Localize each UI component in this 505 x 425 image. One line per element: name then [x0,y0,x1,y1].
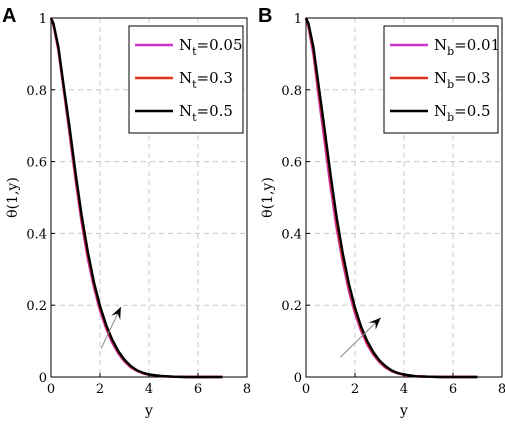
panel-a-arrow-shaft [100,306,122,349]
panel-a-x-tick-label: 0 [47,382,55,397]
panel-a-arrow-head [111,306,121,320]
panel-a-legend: Nt=0.05 Nt=0.3 Nt=0.5 [128,25,244,134]
panel-b-y-tick-label: 0.4 [281,227,302,242]
panel-b-y-tick-label: 0.8 [281,84,302,99]
panel-b-y-axis-label: θ(1,y) [260,177,276,218]
panel-b-y-tick-label: 0 [294,371,302,386]
panel-b-x-tick-label: 2 [351,382,359,397]
panel-b-y-tick-label: 1 [294,12,302,27]
panel-b-legend-label-3: Nb=0.5 [434,102,491,124]
panel-label-a: A [2,5,16,27]
panel-a-y-tick-label: 0.6 [26,156,47,171]
panel-b-legend-label-2: Nb=0.3 [434,69,491,91]
panel-b-arrow-head [368,317,381,330]
panel-b-legend: Nb=0.01 Nb=0.3 Nb=0.5 [383,25,500,134]
panel-a-annotation-arrow [100,306,122,349]
panel-a: A 0 2 4 6 800.20.40.60.81 y θ(1,y) Nt=0.05Nt… [2,5,251,419]
panel-b-x-tick-label: 0 [302,382,310,397]
panel-a-y-tick-label: 0.4 [26,227,47,242]
panel-b-x-tick-label: 4 [400,382,408,397]
panel-b: B 0 2 4 6 800.20.40.60.81 y θ(1,y) Nb=0.01Nb… [258,5,505,419]
panel-a-legend-label-2: Nt=0.3 [179,69,233,91]
panel-a-y-axis-label: θ(1,y) [5,177,21,218]
panel-b-x-tick-label: 8 [498,382,505,397]
panel-label-b: B [258,5,272,27]
panel-b-y-tick-label: 0.6 [281,156,302,171]
panel-a-ticks: 0 2 4 6 8 0 0.2 0.4 0.6 0.8 1 [26,12,251,397]
panel-a-y-tick-label: 0.8 [26,84,47,99]
panel-a-x-axis-label: y [144,403,153,419]
panel-a-y-tick-label: 0.2 [26,299,47,314]
panel-a-x-tick-label: 4 [145,382,153,397]
panel-b-ticks: 0 2 4 6 8 0 0.2 0.4 0.6 0.8 1 [281,12,505,397]
panel-a-legend-label-3: Nt=0.5 [179,102,233,124]
panel-b-y-tick-label: 0.2 [281,299,302,314]
panel-b-x-axis-label: y [399,403,408,419]
panel-a-x-tick-label: 6 [194,382,202,397]
panel-b-legend-label-1: Nb=0.01 [434,36,500,58]
panel-a-y-tick-label: 0 [39,371,47,386]
panel-a-x-tick-label: 2 [96,382,104,397]
panel-a-y-tick-label: 1 [39,12,47,27]
panel-b-annotation-arrow [339,317,382,358]
panel-b-arrow-shaft [339,317,382,358]
panel-a-legend-label-1: Nt=0.05 [179,36,243,58]
panel-b-x-tick-label: 6 [449,382,457,397]
panel-a-x-tick-label: 8 [243,382,251,397]
